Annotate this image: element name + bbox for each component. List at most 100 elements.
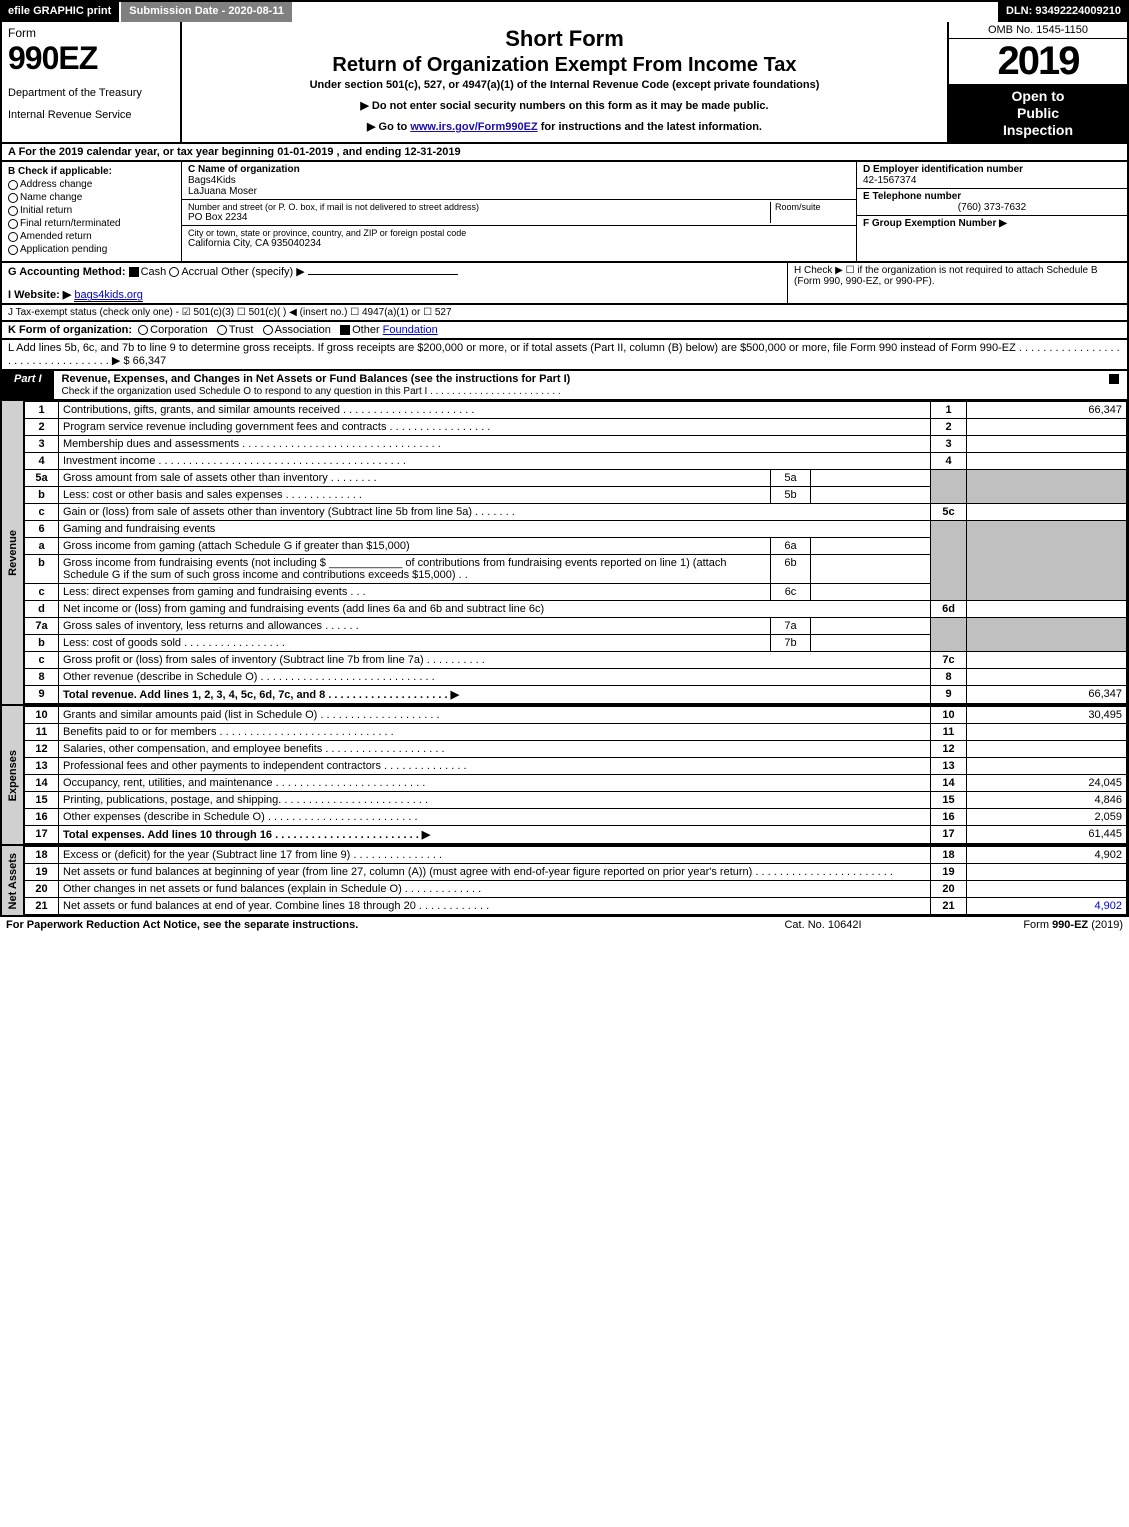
chk-accrual[interactable] — [169, 267, 179, 277]
footer-right: Form 990-EZ (2019) — [923, 919, 1123, 931]
chk-other-org[interactable] — [340, 325, 350, 335]
chk-name-change[interactable]: Name change — [8, 192, 175, 203]
open-line3: Inspection — [953, 122, 1123, 139]
chk-initial-return[interactable]: Initial return — [8, 205, 175, 216]
line-8: 8Other revenue (describe in Schedule O) … — [25, 669, 1127, 686]
group-cell: F Group Exemption Number ▶ — [857, 216, 1127, 231]
row-a-tax-year: A For the 2019 calendar year, or tax yea… — [0, 144, 1129, 162]
part1-tag: Part I — [2, 371, 54, 399]
g-label: G Accounting Method: — [8, 266, 126, 278]
expenses-section: Expenses 10Grants and similar amounts pa… — [0, 706, 1129, 846]
chk-final-return[interactable]: Final return/terminated — [8, 218, 175, 229]
spacer — [294, 2, 998, 22]
group-label: F Group Exemption Number ▶ — [863, 218, 1007, 229]
part1-checkbox[interactable] — [1103, 371, 1127, 399]
line-5a: 5aGross amount from sale of assets other… — [25, 470, 1127, 487]
note-link: ▶ Go to www.irs.gov/Form990EZ for instru… — [190, 120, 939, 133]
title-return: Return of Organization Exempt From Incom… — [190, 54, 939, 77]
subtitle-section: Under section 501(c), 527, or 4947(a)(1)… — [190, 79, 939, 91]
revenue-section: Revenue 1Contributions, gifts, grants, a… — [0, 401, 1129, 706]
expenses-label: Expenses — [2, 706, 24, 844]
ein-label: D Employer identification number — [863, 164, 1023, 175]
info-block: B Check if applicable: Address change Na… — [0, 162, 1129, 263]
ein-cell: D Employer identification number 42-1567… — [857, 162, 1127, 189]
phone-value: (760) 373-7632 — [863, 202, 1121, 213]
footer-left: For Paperwork Reduction Act Notice, see … — [6, 919, 723, 931]
other-specify-input[interactable] — [308, 274, 458, 275]
row-g: G Accounting Method: Cash Accrual Other … — [2, 263, 787, 303]
page-footer: For Paperwork Reduction Act Notice, see … — [0, 917, 1129, 933]
phone-cell: E Telephone number (760) 373-7632 — [857, 189, 1127, 216]
chk-cash[interactable] — [129, 267, 139, 277]
line-15: 15Printing, publications, postage, and s… — [25, 792, 1127, 809]
city-value: California City, CA 935040234 — [188, 238, 321, 249]
row-k: K Form of organization: Corporation Trus… — [0, 322, 1129, 340]
line-5c: cGain or (loss) from sale of assets othe… — [25, 504, 1127, 521]
open-line1: Open to — [953, 88, 1123, 105]
line-12: 12Salaries, other compensation, and empl… — [25, 741, 1127, 758]
phone-label: E Telephone number — [863, 191, 961, 202]
row-h: H Check ▶ ☐ if the organization is not r… — [787, 263, 1127, 303]
col-b: B Check if applicable: Address change Na… — [2, 162, 182, 261]
col-c: C Name of organization Bags4Kids LaJuana… — [182, 162, 857, 261]
form-word: Form — [8, 26, 174, 40]
line-3: 3Membership dues and assessments . . . .… — [25, 436, 1127, 453]
chk-trust[interactable] — [217, 325, 227, 335]
line-10: 10Grants and similar amounts paid (list … — [25, 707, 1127, 724]
l-text: L Add lines 5b, 6c, and 7b to line 9 to … — [8, 342, 1120, 367]
chk-application-pending[interactable]: Application pending — [8, 244, 175, 255]
revenue-label: Revenue — [2, 401, 24, 704]
dept-treasury: Department of the Treasury — [8, 87, 174, 99]
open-line2: Public — [953, 105, 1123, 122]
header-mid: Short Form Return of Organization Exempt… — [182, 22, 947, 142]
open-to-public: Open to Public Inspection — [949, 84, 1127, 142]
title-short-form: Short Form — [190, 26, 939, 52]
i-label: I Website: ▶ — [8, 289, 71, 301]
chk-association[interactable] — [263, 325, 273, 335]
line-19: 19Net assets or fund balances at beginni… — [25, 864, 1127, 881]
line-9: 9Total revenue. Add lines 1, 2, 3, 4, 5c… — [25, 686, 1127, 704]
line-17: 17Total expenses. Add lines 10 through 1… — [25, 826, 1127, 844]
netassets-label: Net Assets — [2, 846, 24, 915]
org-name-cell: C Name of organization Bags4Kids LaJuana… — [182, 162, 856, 200]
line-6: 6Gaming and fundraising events — [25, 521, 1127, 538]
addr-cell: Number and street (or P. O. box, if mail… — [182, 200, 856, 226]
chk-corporation[interactable] — [138, 325, 148, 335]
line-20: 20Other changes in net assets or fund ba… — [25, 881, 1127, 898]
netassets-table: 18Excess or (deficit) for the year (Subt… — [24, 846, 1127, 915]
netassets-section: Net Assets 18Excess or (deficit) for the… — [0, 846, 1129, 917]
line-2: 2Program service revenue including gover… — [25, 419, 1127, 436]
submission-date: Submission Date - 2020-08-11 — [121, 2, 294, 22]
revenue-table: 1Contributions, gifts, grants, and simil… — [24, 401, 1127, 704]
row-l: L Add lines 5b, 6c, and 7b to line 9 to … — [0, 340, 1129, 371]
city-cell: City or town, state or province, country… — [182, 226, 856, 251]
part1-header: Part I Revenue, Expenses, and Changes in… — [0, 371, 1129, 401]
expenses-table: 10Grants and similar amounts paid (list … — [24, 706, 1127, 844]
form-header: Form 990EZ Department of the Treasury In… — [0, 22, 1129, 144]
city-label: City or town, state or province, country… — [188, 228, 850, 238]
note-ssn: ▶ Do not enter social security numbers o… — [190, 99, 939, 112]
line-18: 18Excess or (deficit) for the year (Subt… — [25, 847, 1127, 864]
l-value: $ 66,347 — [123, 355, 166, 367]
chk-address-change[interactable]: Address change — [8, 179, 175, 190]
footer-mid: Cat. No. 10642I — [723, 919, 923, 931]
k-label: K Form of organization: — [8, 324, 132, 336]
room-label: Room/suite — [775, 202, 821, 212]
ein-value: 42-1567374 — [863, 175, 916, 186]
line-16: 16Other expenses (describe in Schedule O… — [25, 809, 1127, 826]
chk-amended-return[interactable]: Amended return — [8, 231, 175, 242]
irs-link[interactable]: www.irs.gov/Form990EZ — [410, 121, 537, 133]
org-name-label: C Name of organization — [188, 164, 850, 175]
website-link[interactable]: bags4kids.org — [74, 289, 143, 302]
note-link-post: for instructions and the latest informat… — [538, 121, 762, 133]
efile-print-button[interactable]: efile GRAPHIC print — [0, 2, 121, 22]
part1-sub: Check if the organization used Schedule … — [62, 386, 561, 397]
other-org-value: Foundation — [383, 324, 438, 336]
header-left: Form 990EZ Department of the Treasury In… — [2, 22, 182, 142]
tax-year: 2019 — [949, 39, 1127, 84]
omb-number: OMB No. 1545-1150 — [949, 22, 1127, 39]
org-name-1: Bags4Kids — [188, 175, 236, 186]
line-4: 4Investment income . . . . . . . . . . .… — [25, 453, 1127, 470]
dln-number: DLN: 93492224009210 — [998, 2, 1129, 22]
part1-title: Revenue, Expenses, and Changes in Net As… — [54, 371, 1103, 399]
